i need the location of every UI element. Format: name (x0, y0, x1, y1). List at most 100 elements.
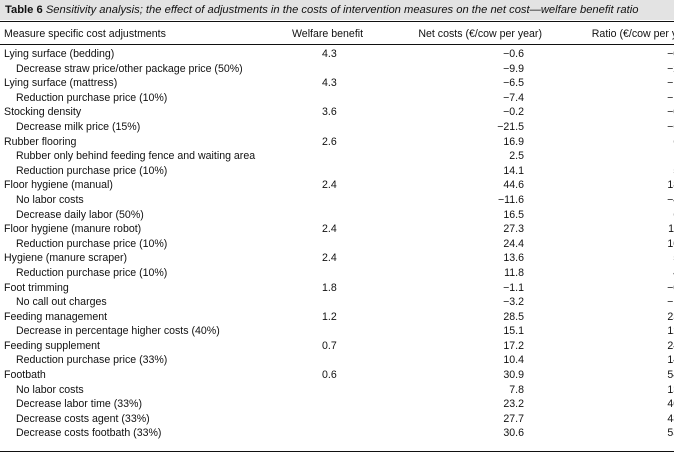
table-row: Reduction purchase price (10%) 24.4 10.0 (0, 237, 674, 252)
cell-net-costs: 14.1 (503, 164, 524, 177)
table-row: Decrease in percentage higher costs (40%… (0, 324, 674, 339)
bottom-rule (0, 451, 674, 452)
table-row: Reduction purchase price (10%) 11.8 4.9 (0, 266, 674, 281)
cell-ratio: −6.0 (667, 120, 674, 133)
cell-net-costs: 23.2 (503, 398, 524, 411)
cell-net-costs: 7.8 (509, 383, 524, 396)
table-row: Rubber only behind feeding fence and wai… (0, 149, 674, 164)
cell-net-costs: 30.6 (503, 427, 524, 440)
table-row: Decrease costs agent (33%) 27.7 48.6 (0, 412, 674, 427)
cell-welfare-benefit (274, 397, 412, 412)
cell-net-costs: −21.5 (497, 120, 524, 133)
table-row: Hygiene (manure scraper) 2.4 13.6 5.6 (0, 251, 674, 266)
cell-ratio: 6.8 (542, 208, 674, 223)
cell-net-costs: 28.5 (503, 310, 524, 323)
cell-welfare-benefit: 0.7 (322, 339, 337, 352)
cell-ratio: −4.8 (667, 193, 674, 206)
cell-measure: Decrease costs footbath (33%) (16, 427, 162, 440)
cell-measure: Rubber only behind feeding fence and wai… (16, 150, 256, 163)
cell-net-costs: −1.1 (503, 281, 524, 294)
cell-ratio: −1.5 (667, 77, 674, 90)
table-caption-text: Sensitivity analysis; the effect of adju… (45, 4, 639, 16)
column-header-ratio: Ratio (€/cow per year) (591, 27, 674, 40)
cell-ratio: 5.5 (542, 164, 674, 179)
table-row: Rubber flooring 2.6 16.9 6.5 (0, 135, 674, 150)
table-row: Lying surface (bedding) 4.3 −0.6 −0.1 (0, 44, 674, 62)
cell-welfare-benefit (274, 383, 412, 398)
cell-measure: Floor hygiene (manual) (4, 179, 113, 192)
cell-ratio: −0.1 (667, 106, 674, 119)
cell-net-costs: 17.2 (503, 339, 524, 352)
cell-welfare-benefit: 2.4 (322, 252, 337, 265)
table-row: No labor costs 7.8 13.8 (0, 383, 674, 398)
table-row: Decrease straw price/other package price… (0, 62, 674, 77)
cell-ratio: 53.7 (667, 427, 674, 440)
table-row: Footbath 0.6 30.9 54.2 (0, 368, 674, 383)
cell-welfare-benefit (274, 324, 412, 339)
cell-ratio: 14.8 (667, 354, 674, 367)
sensitivity-table: Measure specific cost adjustments Welfar… (0, 23, 674, 441)
column-header-net-costs: Net costs (€/cow per year) (418, 27, 542, 40)
cell-welfare-benefit (274, 62, 412, 77)
table-row: Feeding management 1.2 28.5 23.8 (0, 310, 674, 325)
cell-measure: Floor hygiene (manure robot) (4, 223, 142, 236)
table-header-row: Measure specific cost adjustments Welfar… (0, 23, 674, 44)
top-rule (0, 21, 674, 22)
cell-net-costs: 11.8 (504, 266, 524, 279)
table-row: Reduction purchase price (10%) 14.1 5.5 (0, 164, 674, 179)
header-rule (0, 44, 674, 45)
cell-net-costs: −11.6 (497, 193, 524, 206)
cell-ratio: 48.6 (667, 412, 674, 425)
cell-net-costs: 2.5 (509, 150, 524, 163)
cell-ratio: −0.1 (667, 48, 674, 60)
cell-measure: Reduction purchase price (10%) (16, 91, 168, 104)
cell-ratio: −1.7 (667, 91, 674, 104)
cell-measure: Stocking density (4, 106, 82, 119)
cell-net-costs: −0.6 (503, 48, 524, 60)
cell-welfare-benefit: 3.6 (322, 106, 337, 119)
table-row: Lying surface (mattress) 4.3 −6.5 −1.5 (0, 76, 674, 91)
table-row: No labor costs −11.6 −4.8 (0, 193, 674, 208)
cell-net-costs: 16.5 (503, 208, 524, 221)
cell-welfare-benefit: 2.6 (322, 135, 337, 148)
cell-welfare-benefit: 2.4 (322, 223, 337, 236)
cell-ratio: −2.3 (667, 62, 674, 75)
cell-welfare-benefit (274, 266, 412, 281)
table-caption-label: Table 6 (5, 4, 43, 16)
table-row: Foot trimming 1.8 −1.1 −0.6 (0, 281, 674, 296)
table-row: No call out charges −3.2 −1.7 (0, 295, 674, 310)
cell-net-costs: 13.6 (503, 252, 524, 265)
cell-welfare-benefit (274, 426, 412, 441)
cell-net-costs: 30.9 (503, 369, 524, 382)
cell-measure: Foot trimming (4, 281, 69, 294)
cell-welfare-benefit (274, 412, 412, 427)
cell-net-costs: 15.1 (503, 325, 524, 338)
cell-net-costs: 27.3 (503, 223, 524, 236)
cell-welfare-benefit (274, 91, 412, 106)
cell-measure: Reduction purchase price (10%) (16, 164, 168, 177)
cell-measure: Lying surface (bedding) (4, 48, 115, 60)
cell-welfare-benefit (274, 193, 412, 208)
cell-measure: Reduction purchase price (10%) (16, 237, 168, 250)
cell-net-costs: −3.2 (503, 296, 524, 309)
cell-welfare-benefit: 2.4 (322, 179, 337, 192)
cell-ratio: −0.6 (667, 281, 674, 294)
table-row: Feeding supplement 0.7 17.2 24.5 (0, 339, 674, 354)
cell-measure: Footbath (4, 369, 46, 382)
cell-net-costs: 16.9 (503, 135, 524, 148)
cell-measure: Rubber flooring (4, 135, 77, 148)
table-row: Floor hygiene (manure robot) 2.4 27.3 11.2 (0, 222, 674, 237)
cell-measure: Feeding management (4, 310, 108, 323)
column-header-welfare: Welfare benefit (292, 27, 364, 40)
cell-welfare-benefit (274, 295, 412, 310)
cell-ratio: 11.2 (668, 223, 674, 236)
table-row: Decrease milk price (15%) −21.5 −6.0 (0, 120, 674, 135)
cell-measure: Decrease in percentage higher costs (40%… (16, 325, 220, 338)
table-body: Lying surface (bedding)4.3−0.6−0.1Decrea… (0, 44, 674, 441)
cell-measure: Reduction purchase price (33%) (16, 354, 168, 367)
cell-ratio: −1.7 (667, 296, 674, 309)
cell-net-costs: −6.5 (503, 77, 524, 90)
cell-net-costs: 10.4 (503, 354, 524, 367)
cell-ratio: 5.6 (542, 251, 674, 266)
cell-welfare-benefit: 1.2 (322, 310, 337, 323)
